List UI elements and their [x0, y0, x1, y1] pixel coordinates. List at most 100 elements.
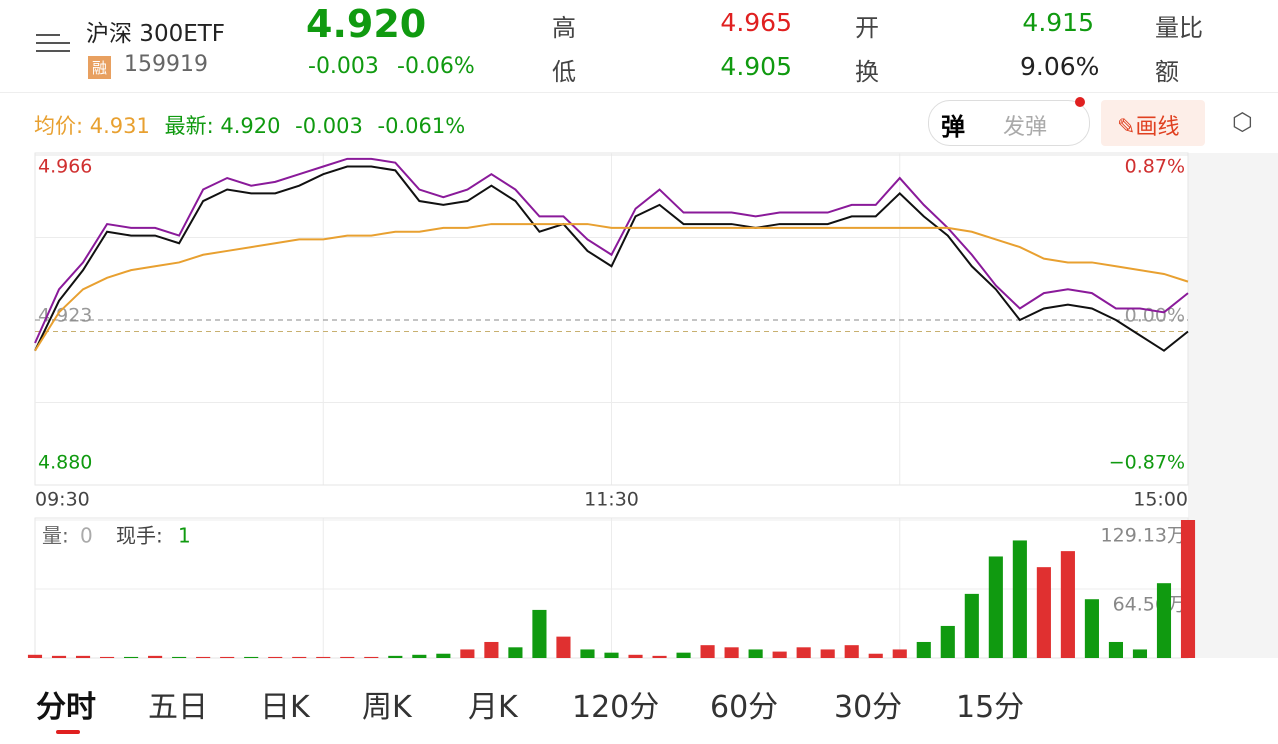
- volume-bar: [748, 649, 763, 658]
- stat-label: 高: [552, 14, 576, 42]
- draw-text: 画线: [1135, 115, 1180, 140]
- price-line: [34, 165, 1189, 352]
- stat-label: 量比: [1155, 14, 1203, 42]
- volume-bar: [1036, 567, 1051, 658]
- danmaku-label: 弹: [941, 113, 965, 141]
- tab[interactable]: 分时: [36, 690, 96, 725]
- volume-bar: [628, 654, 643, 658]
- volume-bar: [916, 641, 931, 658]
- volume-bar: [460, 649, 475, 658]
- volume-bar: [604, 652, 619, 658]
- volume-bar: [988, 556, 1003, 658]
- volume-label: 量:: [42, 524, 69, 548]
- volume-bar: [1108, 641, 1123, 658]
- tab[interactable]: 五日: [148, 690, 208, 725]
- hand-label: 现手:: [116, 524, 163, 548]
- draw-label: ✎画线: [1117, 115, 1180, 140]
- volume-bar: [124, 656, 139, 658]
- tab[interactable]: 周K: [362, 690, 412, 725]
- volume-bar: [292, 656, 307, 658]
- volume-bar: [196, 656, 211, 658]
- avg-label: 均价:: [34, 114, 84, 138]
- volume-bar: [724, 647, 739, 658]
- volume-bar: [364, 656, 379, 658]
- volume-bar: [892, 649, 907, 658]
- dot: [1075, 97, 1085, 107]
- volume-bar: [1060, 551, 1075, 658]
- volume-bar: [676, 652, 691, 658]
- stock-name: 沪深 300ETF: [86, 21, 226, 47]
- hand-value: 1: [178, 524, 191, 548]
- volume-bar: [556, 636, 571, 658]
- volume-bar: [772, 651, 787, 658]
- volume-tick-label: 129.13万: [1101, 525, 1186, 547]
- price: 4.920: [306, 2, 427, 46]
- tab[interactable]: 30分: [834, 690, 903, 725]
- volume-bar: [1132, 649, 1148, 658]
- x-tick-label: 09:30: [35, 489, 90, 511]
- y2-tick-label: −0.87%: [1109, 452, 1185, 474]
- volume-bar: [1156, 583, 1172, 658]
- stat-label: 低: [552, 58, 576, 86]
- volume-tick-label: 64.56万: [1113, 594, 1186, 616]
- volume-bar: [172, 656, 187, 658]
- info-change-pct: -0.061%: [377, 114, 466, 138]
- tab[interactable]: 月K: [468, 690, 518, 725]
- price-line: [34, 157, 1189, 344]
- volume-bar: [484, 641, 499, 658]
- y2-tick-label: 0.00%: [1125, 305, 1185, 327]
- divider: [0, 92, 1278, 93]
- danmaku-toggle[interactable]: 弹 发弹: [928, 97, 1090, 146]
- volume-bar: [1012, 540, 1027, 658]
- side-panel: [1188, 153, 1278, 658]
- volume-bar: [652, 655, 667, 658]
- volume-bar: [964, 593, 979, 658]
- info-change: -0.003: [295, 114, 363, 138]
- info-row: 均价: 4.931 最新: 4.920 -0.003 -0.061%: [34, 110, 465, 140]
- volume-bar: [27, 654, 43, 658]
- tab[interactable]: 15分: [956, 690, 1025, 725]
- volume-bar: [75, 655, 91, 658]
- x-tick-label: 15:00: [1133, 489, 1188, 511]
- volume-bar: [508, 647, 523, 658]
- volume-bar: [1180, 520, 1196, 658]
- stat-value: 4.905: [720, 52, 792, 81]
- volume-bar: [580, 649, 595, 658]
- last: 4.920: [220, 114, 281, 138]
- avg: 4.931: [89, 114, 150, 138]
- volume-bar: [268, 656, 283, 658]
- y-tick-label: 4.923: [38, 305, 92, 327]
- tab[interactable]: 日K: [260, 690, 310, 725]
- stat-value: 9.06%: [1020, 52, 1100, 81]
- tab-indicator: [56, 730, 80, 734]
- volume-bar: [940, 625, 955, 658]
- volume-bar: [51, 655, 67, 658]
- volume-bar: [868, 653, 883, 658]
- change: -0.003: [308, 54, 379, 79]
- stat-label: 换: [855, 58, 879, 86]
- send-danmaku[interactable]: 发弹: [1003, 115, 1048, 140]
- y-tick-label: 4.880: [38, 452, 92, 474]
- tab[interactable]: 60分: [710, 690, 779, 725]
- volume-bar: [844, 645, 859, 658]
- settings-icon[interactable]: ⬡: [1232, 108, 1253, 136]
- volume-bar: [412, 654, 427, 658]
- volume-bar: [340, 656, 355, 658]
- draw-button[interactable]: ✎画线: [1101, 100, 1205, 146]
- volume-bar: [100, 656, 115, 658]
- change-pct: -0.06%: [397, 54, 475, 79]
- y-tick-label: 4.966: [38, 156, 92, 178]
- last-label: 最新:: [164, 114, 214, 138]
- volume-bar: [244, 656, 259, 658]
- volume-bar: [388, 655, 403, 658]
- x-tick-label: 11:30: [584, 489, 639, 511]
- menu-icon[interactable]: [36, 30, 70, 58]
- volume-bar: [796, 647, 811, 658]
- volume-bar: [148, 655, 163, 658]
- y2-tick-label: 0.87%: [1125, 156, 1185, 178]
- margin-badge: 融: [88, 56, 112, 79]
- volume-bar: [1084, 599, 1099, 658]
- volume-bar: [532, 609, 547, 658]
- tab[interactable]: 120分: [572, 690, 660, 725]
